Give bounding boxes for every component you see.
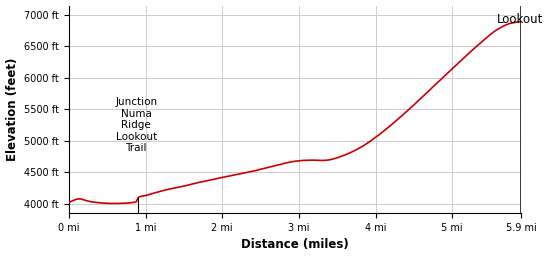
- Text: Lookout: Lookout: [497, 13, 543, 26]
- X-axis label: Distance (miles): Distance (miles): [241, 238, 349, 251]
- Text: Junction
Numa
Ridge
Lookout
Trail: Junction Numa Ridge Lookout Trail: [116, 97, 157, 153]
- Y-axis label: Elevation (feet): Elevation (feet): [6, 58, 19, 161]
